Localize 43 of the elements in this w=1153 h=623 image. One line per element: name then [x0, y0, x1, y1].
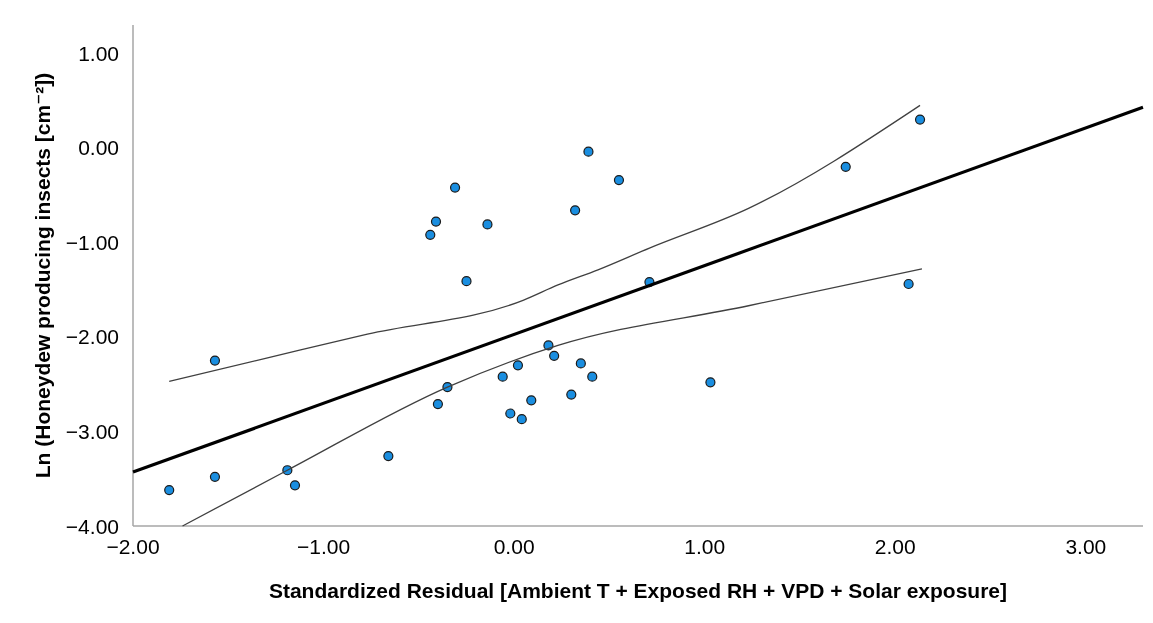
x-tick-label: −2.00 [106, 535, 160, 558]
point [209, 471, 221, 482]
point [613, 174, 625, 186]
y-tick-label: 1.00 [78, 41, 119, 65]
point [482, 219, 493, 230]
point [566, 389, 577, 400]
point [505, 408, 516, 419]
point [587, 371, 598, 382]
point [903, 278, 914, 290]
point [164, 484, 175, 496]
point [497, 371, 508, 382]
point [840, 161, 851, 172]
point [570, 205, 581, 216]
point [583, 146, 594, 157]
y-tick-label: 0.00 [78, 136, 119, 160]
point [526, 395, 537, 406]
point [575, 358, 586, 369]
point [516, 414, 527, 425]
point [425, 229, 436, 240]
x-tick-label: 2.00 [874, 535, 916, 558]
x-tick-label: 3.00 [1065, 535, 1107, 558]
y-tick-label: −4.00 [65, 514, 119, 538]
point [209, 355, 221, 366]
point [383, 450, 394, 462]
x-tick-label: 1.00 [684, 535, 726, 558]
x-tick-label: 0.00 [493, 535, 535, 558]
y-tick-label: −2.00 [65, 325, 119, 349]
point [432, 398, 444, 410]
y-tick-label: −3.00 [65, 419, 119, 443]
point [461, 276, 472, 287]
point [914, 114, 926, 125]
x-tick-label: −1.00 [297, 535, 351, 558]
point [449, 182, 461, 193]
x-axis-title: Standardized Residual [Ambient T + Exposed RH + VPD + Solar exposure] [268, 579, 1008, 602]
point [289, 480, 301, 491]
line-series [181, 268, 923, 527]
point [430, 216, 442, 227]
y-axis-title: Ln (Honeydew producing insects [cm⁻²]) [31, 72, 54, 479]
point [549, 350, 560, 361]
line-series [168, 104, 921, 383]
point [705, 377, 716, 388]
y-tick-label: −1.00 [65, 230, 119, 254]
point [512, 360, 524, 371]
